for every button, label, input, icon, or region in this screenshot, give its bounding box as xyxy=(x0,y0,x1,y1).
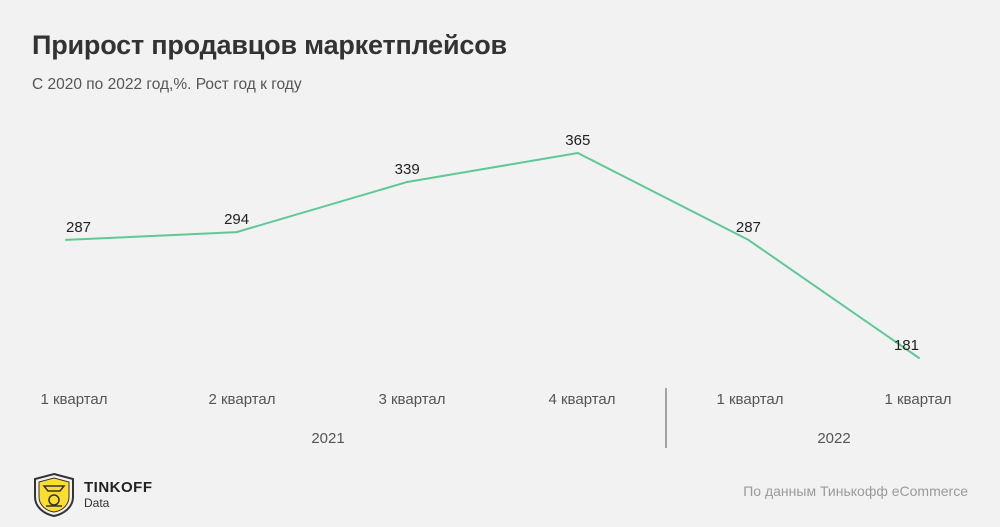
data-point xyxy=(918,357,920,359)
brand-name: TINKOFF xyxy=(84,478,153,496)
data-label: 287 xyxy=(736,219,761,236)
data-point xyxy=(65,238,67,241)
year-label: 2022 xyxy=(817,430,850,447)
x-tick-label: 2 квартал xyxy=(208,391,275,408)
brand-logo: TINKOFF Data xyxy=(32,472,153,518)
chart-title: Прирост продавцов маркетплейсов xyxy=(32,30,507,60)
year-label: 2021 xyxy=(311,430,344,447)
data-point xyxy=(747,238,750,241)
data-point xyxy=(406,180,409,183)
data-label: 294 xyxy=(224,211,249,228)
x-tick-label: 1 квартал xyxy=(884,391,951,408)
x-tick-label: 1 квартал xyxy=(40,391,107,408)
data-label: 181 xyxy=(894,337,919,354)
tinkoff-shield-icon xyxy=(34,472,74,518)
data-label: 365 xyxy=(565,132,590,149)
series-line xyxy=(65,152,920,359)
chart-subtitle: С 2020 по 2022 год,%. Рост год к году xyxy=(32,76,302,93)
x-tick-label: 1 квартал xyxy=(716,391,783,408)
data-label: 339 xyxy=(395,161,420,178)
data-label: 287 xyxy=(66,219,91,236)
data-point xyxy=(235,231,238,234)
brand-sub: Data xyxy=(84,495,110,510)
source-note: По данным Тинькофф eCommerce xyxy=(743,483,968,499)
x-tick-label: 4 квартал xyxy=(548,391,615,408)
data-point xyxy=(576,152,579,154)
x-tick-label: 3 квартал xyxy=(378,391,445,408)
